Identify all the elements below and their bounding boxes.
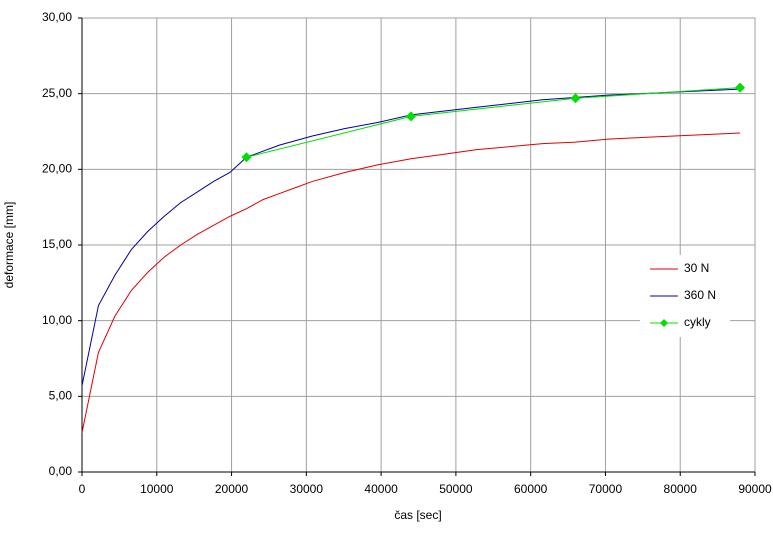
x-tick-label: 60000 xyxy=(514,482,548,496)
x-tick-label: 10000 xyxy=(140,482,174,496)
x-tick-label: 80000 xyxy=(664,482,698,496)
data-point xyxy=(406,111,417,122)
x-tick-label: 20000 xyxy=(215,482,249,496)
x-tick-label: 0 xyxy=(79,482,86,496)
y-tick-label: 5,00 xyxy=(49,389,73,403)
x-tick-label: 40000 xyxy=(364,482,398,496)
x-tick-label: 90000 xyxy=(738,482,772,496)
legend-label: cykly xyxy=(684,315,711,329)
y-tick-label: 25,00 xyxy=(42,86,72,100)
y-tick-label: 10,00 xyxy=(42,313,72,327)
data-point xyxy=(735,82,746,93)
y-tick-label: 30,00 xyxy=(42,10,72,24)
data-point xyxy=(570,93,581,104)
x-tick-label: 50000 xyxy=(439,482,473,496)
y-axis-label: deformace [mm] xyxy=(2,202,16,289)
x-tick-label: 70000 xyxy=(589,482,623,496)
legend-label: 360 N xyxy=(684,288,716,302)
legend-marker xyxy=(660,319,668,327)
y-tick-label: 0,00 xyxy=(49,464,73,478)
legend-label: 30 N xyxy=(684,261,709,275)
y-tick-label: 20,00 xyxy=(42,162,72,176)
series-line xyxy=(246,87,741,158)
x-tick-label: 30000 xyxy=(290,482,324,496)
data-point xyxy=(241,152,252,163)
series-line xyxy=(81,132,741,433)
y-tick-label: 15,00 xyxy=(42,237,72,251)
x-axis-label: čas [sec] xyxy=(394,508,441,522)
